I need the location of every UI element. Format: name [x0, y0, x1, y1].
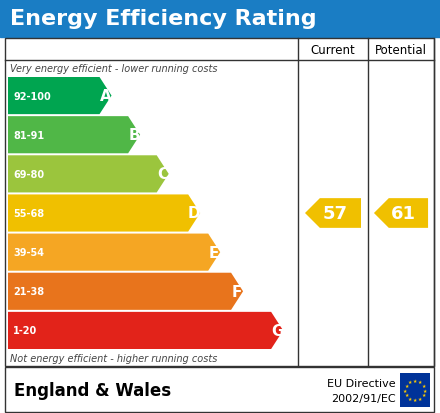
Text: Current: Current: [311, 43, 356, 56]
Text: B: B: [128, 128, 140, 143]
Polygon shape: [374, 199, 428, 228]
Polygon shape: [305, 199, 361, 228]
Text: 69-80: 69-80: [13, 169, 44, 179]
Polygon shape: [8, 117, 140, 154]
Text: ★: ★: [422, 382, 426, 388]
Text: C: C: [157, 167, 168, 182]
Text: Energy Efficiency Rating: Energy Efficiency Rating: [10, 9, 317, 29]
Text: E: E: [209, 245, 220, 260]
Text: EU Directive: EU Directive: [327, 378, 396, 388]
Text: 39-54: 39-54: [13, 247, 44, 258]
Polygon shape: [8, 195, 200, 232]
Polygon shape: [8, 156, 169, 193]
Text: 21-38: 21-38: [13, 287, 44, 297]
Text: ★: ★: [404, 382, 409, 388]
Text: ★: ★: [422, 392, 426, 397]
Bar: [5, 39, 434, 366]
Bar: [0, 0, 440, 38]
Text: 92-100: 92-100: [13, 91, 51, 101]
Text: 2002/91/EC: 2002/91/EC: [331, 393, 396, 404]
Text: D: D: [188, 206, 201, 221]
Polygon shape: [8, 312, 283, 349]
Text: ★: ★: [404, 392, 409, 397]
Polygon shape: [8, 78, 111, 115]
Text: Potential: Potential: [375, 43, 427, 56]
Text: 81-91: 81-91: [13, 131, 44, 140]
Text: ★: ★: [423, 387, 427, 392]
Text: 57: 57: [323, 204, 348, 223]
Text: ★: ★: [418, 396, 422, 401]
Text: England & Wales: England & Wales: [14, 381, 171, 399]
Text: F: F: [232, 284, 242, 299]
Text: Not energy efficient - higher running costs: Not energy efficient - higher running co…: [10, 353, 217, 363]
Polygon shape: [8, 234, 220, 271]
Bar: [400, 373, 430, 407]
Text: A: A: [99, 89, 111, 104]
Bar: [5, 367, 434, 412]
Text: 55-68: 55-68: [13, 209, 44, 218]
Text: G: G: [271, 323, 283, 338]
Text: 61: 61: [391, 204, 415, 223]
Text: ★: ★: [413, 377, 417, 383]
Text: ★: ★: [408, 379, 412, 384]
Text: Very energy efficient - lower running costs: Very energy efficient - lower running co…: [10, 64, 217, 74]
Polygon shape: [8, 273, 243, 310]
Text: ★: ★: [403, 387, 407, 392]
Text: ★: ★: [413, 397, 417, 402]
Text: 1-20: 1-20: [13, 325, 37, 336]
Text: ★: ★: [408, 396, 412, 401]
Text: ★: ★: [418, 379, 422, 384]
